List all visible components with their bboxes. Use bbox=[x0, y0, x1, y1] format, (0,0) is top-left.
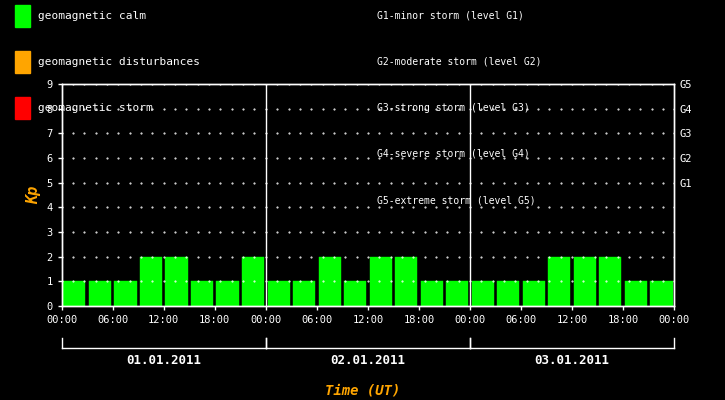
Bar bbox=[497, 281, 519, 306]
Bar bbox=[344, 281, 366, 306]
Text: 03.01.2011: 03.01.2011 bbox=[534, 354, 610, 366]
Bar bbox=[395, 257, 418, 306]
Bar bbox=[370, 257, 392, 306]
Text: 02.01.2011: 02.01.2011 bbox=[331, 354, 405, 366]
Bar bbox=[318, 257, 341, 306]
Text: geomagnetic storm: geomagnetic storm bbox=[38, 103, 152, 113]
Text: Time (UT): Time (UT) bbox=[325, 383, 400, 397]
Bar bbox=[268, 281, 290, 306]
Bar bbox=[89, 281, 111, 306]
Bar bbox=[63, 281, 86, 306]
Bar bbox=[650, 281, 673, 306]
Bar bbox=[600, 257, 621, 306]
Bar bbox=[472, 281, 494, 306]
Y-axis label: Kp: Kp bbox=[26, 186, 41, 204]
Bar bbox=[115, 281, 136, 306]
Bar bbox=[191, 281, 213, 306]
Text: geomagnetic calm: geomagnetic calm bbox=[38, 11, 146, 21]
Bar bbox=[165, 257, 188, 306]
Text: G3-strong storm (level G3): G3-strong storm (level G3) bbox=[377, 103, 530, 113]
Bar bbox=[523, 281, 545, 306]
Text: G4-severe storm (level G4): G4-severe storm (level G4) bbox=[377, 149, 530, 159]
Bar bbox=[420, 281, 443, 306]
Text: G1-minor storm (level G1): G1-minor storm (level G1) bbox=[377, 11, 524, 21]
Bar bbox=[293, 281, 315, 306]
Bar bbox=[217, 281, 239, 306]
Text: 01.01.2011: 01.01.2011 bbox=[126, 354, 202, 366]
Bar bbox=[242, 257, 264, 306]
Bar bbox=[446, 281, 468, 306]
Text: G2-moderate storm (level G2): G2-moderate storm (level G2) bbox=[377, 57, 542, 67]
Bar bbox=[548, 257, 571, 306]
Text: G5-extreme storm (level G5): G5-extreme storm (level G5) bbox=[377, 195, 536, 205]
Text: geomagnetic disturbances: geomagnetic disturbances bbox=[38, 57, 199, 67]
Bar bbox=[625, 281, 647, 306]
Bar bbox=[140, 257, 162, 306]
Bar bbox=[574, 257, 596, 306]
